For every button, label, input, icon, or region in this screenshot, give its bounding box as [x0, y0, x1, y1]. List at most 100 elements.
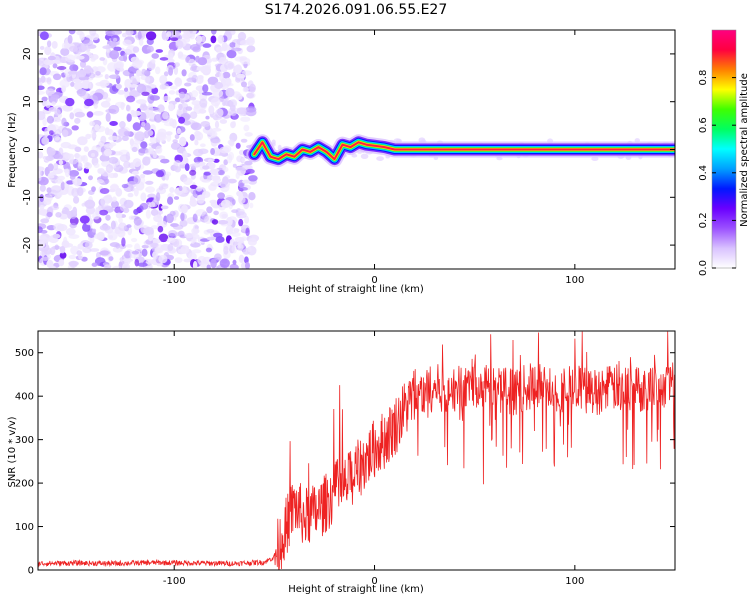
noise-blob [51, 41, 58, 49]
noise-blob [54, 154, 63, 160]
noise-blob [210, 148, 216, 155]
noise-blob [133, 175, 141, 185]
noise-blob [96, 179, 105, 184]
noise-blob [123, 130, 131, 136]
noise-blob [217, 192, 226, 199]
noise-blob [91, 153, 95, 157]
noise-blob [83, 146, 89, 153]
noise-blob [238, 218, 244, 227]
noise-blob [38, 208, 47, 216]
noise-blob [200, 143, 206, 148]
noise-blob [206, 228, 215, 233]
noise-blob [234, 236, 245, 243]
noise-blob [180, 212, 185, 222]
noise-blob [195, 209, 206, 217]
noise-blob [211, 175, 221, 181]
noise-blob [166, 237, 176, 243]
noise-blob [141, 91, 150, 97]
noise-blob [108, 172, 116, 179]
noise-blob [114, 61, 124, 71]
noise-blob [130, 56, 140, 63]
snr-y-tick-label: 0 [28, 566, 34, 577]
noise-blob [155, 192, 161, 202]
noise-blob [236, 211, 247, 219]
noise-blob [144, 148, 152, 155]
noise-blob [40, 75, 46, 84]
noise-blob [161, 183, 169, 190]
noise-blob [218, 202, 227, 211]
colorbar: 0.0 0.2 0.4 0.6 0.8 Normalized spectral ampl… [698, 29, 750, 276]
spectrogram-x-tick-label: -100 [163, 275, 186, 286]
noise-blob [210, 137, 221, 144]
noise-blob [184, 82, 192, 87]
noise-blob [195, 85, 205, 92]
noise-blob [190, 122, 202, 131]
noise-blob [113, 46, 122, 52]
noise-blob [76, 250, 83, 256]
noise-blob [156, 169, 164, 177]
noise-blob [57, 175, 65, 181]
noise-blob [39, 31, 49, 41]
noise-blob [50, 185, 62, 193]
noise-blob [234, 64, 243, 74]
noise-blob [235, 171, 240, 180]
noise-blob [209, 199, 218, 204]
noise-blob [209, 168, 221, 176]
noise-blob [141, 244, 149, 249]
noise-blob [109, 50, 120, 60]
noise-blob [159, 57, 169, 61]
noise-blob [189, 134, 195, 141]
noise-blob [89, 248, 100, 252]
noise-blob [125, 30, 134, 36]
noise-blob [156, 155, 166, 160]
noise-blob [94, 125, 106, 133]
snr-x-tick-label: -100 [163, 576, 186, 587]
noise-blob [62, 236, 68, 246]
noise-blob [115, 83, 122, 90]
noise-blob [115, 212, 123, 219]
noise-blob [217, 220, 229, 225]
noise-blob [117, 90, 126, 95]
snr-frame [37, 330, 676, 571]
noise-blob [223, 100, 234, 107]
noise-blob [108, 156, 119, 164]
noise-blob [200, 121, 211, 127]
noise-blob [132, 46, 140, 53]
noise-blob [100, 135, 107, 144]
noise-blob [133, 187, 139, 197]
colorbar-ticks: 0.0 0.2 0.4 0.6 0.8 [698, 70, 736, 276]
noise-blob [197, 157, 202, 161]
noise-blob [235, 93, 243, 101]
noise-blob [108, 135, 119, 141]
noise-blob [236, 190, 243, 197]
colorbar-tick-label: 0.8 [698, 70, 709, 86]
noise-blob [231, 47, 242, 52]
snr-y-tick-label: 400 [15, 392, 34, 403]
noise-blob [194, 140, 199, 146]
noise-blob [219, 56, 226, 64]
noise-blob [45, 155, 54, 161]
noise-blob [136, 99, 147, 105]
noise-blob [44, 127, 49, 138]
noise-blob [194, 225, 199, 230]
noise-blob [112, 196, 117, 203]
noise-blob [128, 215, 135, 220]
noise-blob [76, 187, 84, 197]
noise-blob [72, 206, 78, 216]
noise-blob [61, 42, 67, 50]
noise-blob [111, 200, 119, 209]
noise-blob [147, 193, 157, 199]
noise-blob [109, 121, 118, 126]
noise-blob [158, 233, 169, 243]
noise-blob [45, 88, 55, 97]
noise-blob [158, 203, 163, 212]
noise-blob [115, 187, 123, 197]
noise-blob [178, 116, 186, 124]
noise-blob [40, 237, 51, 243]
noise-blob [249, 202, 254, 209]
noise-blob [126, 244, 133, 248]
noise-blob [248, 192, 256, 201]
noise-blob [77, 136, 88, 146]
noise-blob [191, 63, 198, 71]
